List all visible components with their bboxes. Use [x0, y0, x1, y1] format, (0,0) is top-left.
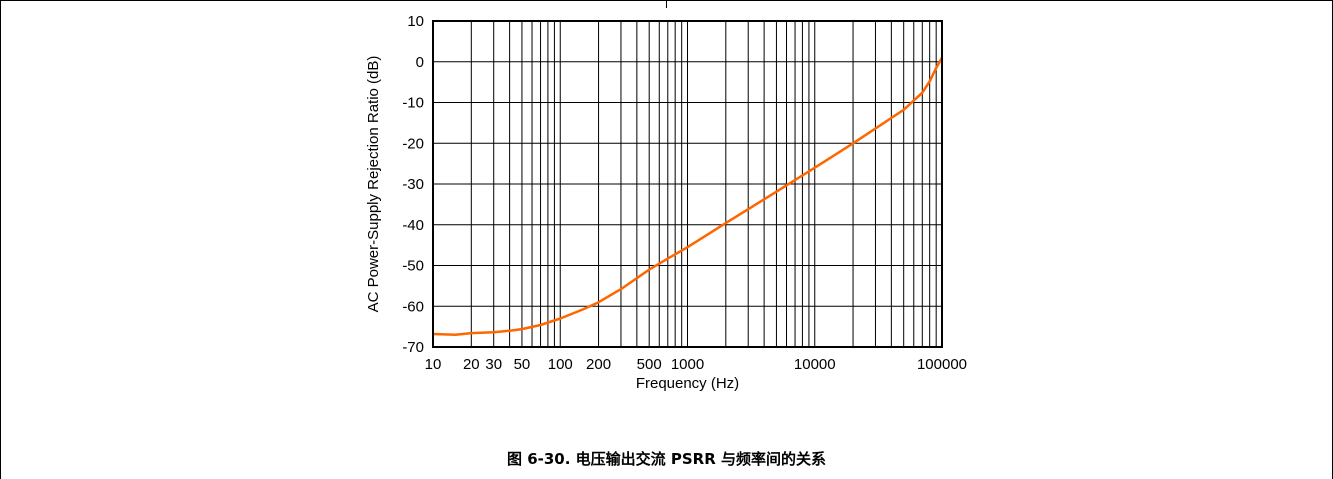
y-tick-label: -70 [402, 339, 424, 356]
x-tick-label: 200 [586, 356, 611, 373]
x-axis-label: Frequency (Hz) [636, 375, 739, 392]
frame-column-divider [666, 0, 667, 8]
psrr-series-line [432, 57, 944, 337]
y-tick-label: 0 [416, 54, 424, 71]
x-tick-labels: 10 20 30 50 100 200 500 1000 10000 100000 [425, 356, 967, 373]
x-tick-label: 10000 [794, 356, 836, 373]
chart-grid [432, 20, 942, 348]
y-tick-label: 10 [407, 13, 424, 30]
plot-area-frame [432, 20, 943, 348]
x-tick-label: 100000 [917, 356, 967, 373]
y-tick-label: -30 [402, 176, 424, 193]
y-tick-label: -60 [402, 298, 424, 315]
y-tick-label: -10 [402, 95, 424, 112]
x-tick-label: 50 [514, 356, 531, 373]
y-tick-label: -40 [402, 217, 424, 234]
x-tick-label: 500 [637, 356, 662, 373]
y-tick-label: -50 [402, 258, 424, 275]
y-tick-labels: 10 0 -10 -20 -30 -40 -50 -60 -70 [402, 13, 424, 356]
x-tick-label: 30 [485, 356, 502, 373]
x-tick-label: 10 [425, 356, 442, 373]
y-axis-label: AC Power-Supply Rejection Ratio (dB) [365, 56, 382, 313]
psrr-chart: 10 20 30 50 100 200 500 1000 10000 100000 100-10-… [365, 13, 967, 392]
frame-left-border [0, 0, 1, 479]
x-tick-label: 20 [463, 356, 480, 373]
y-tick-label: -20 [402, 135, 424, 152]
x-tick-label: 1000 [671, 356, 704, 373]
chart-series-layer [432, 57, 944, 337]
figure-caption: 图 6-30. 电压输出交流 PSRR 与频率间的关系 [506, 450, 827, 468]
x-tick-label: 100 [548, 356, 573, 373]
